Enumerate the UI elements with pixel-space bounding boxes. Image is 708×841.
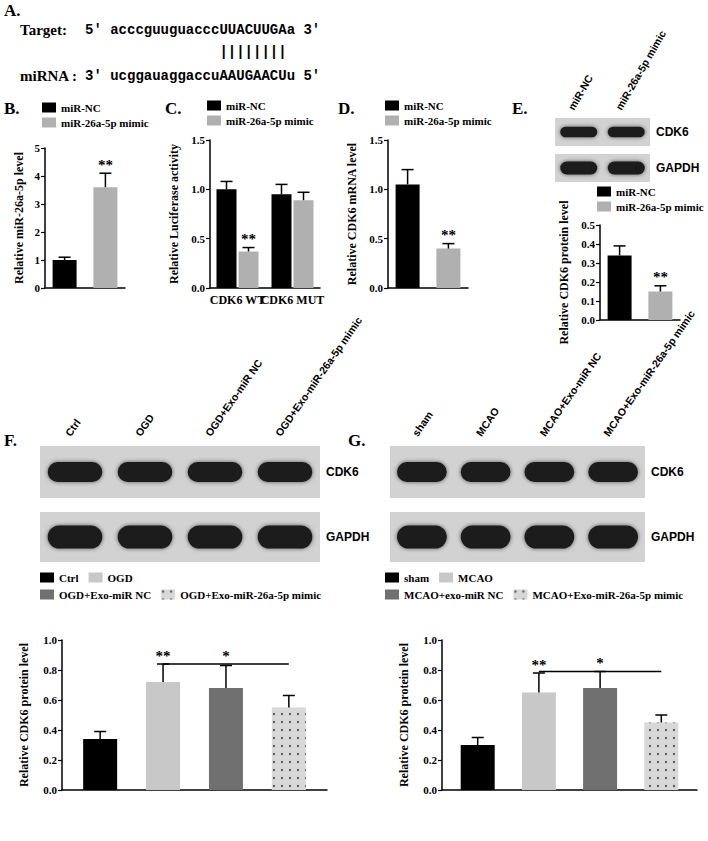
svg-text:0: 0 [35,282,41,294]
svg-text:1: 1 [35,254,41,266]
svg-text:0.2: 0.2 [581,276,595,288]
svg-text:GAPDH: GAPDH [326,530,369,544]
svg-text:1.5: 1.5 [191,134,205,146]
svg-text:miR-NC: miR-NC [404,100,444,112]
svg-text:G.: G. [348,431,365,450]
svg-text:0.6: 0.6 [43,694,57,706]
svg-text:MCAO+Exo-miR-26a-5p mimic: MCAO+Exo-miR-26a-5p mimic [532,589,683,601]
svg-text:OGD: OGD [108,572,133,584]
svg-text:Relative CDK6 protein level: Relative CDK6 protein level [557,200,571,345]
svg-text:0.5: 0.5 [191,233,205,245]
svg-text:0.2: 0.2 [423,754,437,766]
svg-text:Ctrl: Ctrl [63,417,83,439]
svg-text:A.: A. [4,1,21,20]
svg-text:0.6: 0.6 [423,694,437,706]
svg-text:0.1: 0.1 [581,295,595,307]
svg-text:miR-26a-5p mimic: miR-26a-5p mimic [404,115,492,127]
svg-text:miRNA :: miRNA : [20,68,77,84]
svg-text:miR-26a-5p mimic: miR-26a-5p mimic [61,117,149,129]
svg-text:2: 2 [35,226,41,238]
svg-text:3' ucggauaggaccuAAUGAACUu 5': 3' ucggauaggaccuAAUGAACUu 5' [85,68,320,84]
svg-text:Target:: Target: [20,22,67,38]
svg-text:**: ** [653,269,668,285]
svg-text:0.4: 0.4 [423,724,437,736]
svg-text:Relative CDK6 protein level: Relative CDK6 protein level [397,642,411,787]
svg-text:1.5: 1.5 [369,134,383,146]
svg-text:C.: C. [165,99,182,118]
svg-text:3: 3 [35,198,41,210]
svg-text:**: ** [241,231,256,247]
svg-text:D.: D. [338,99,355,118]
svg-text:MCAO: MCAO [458,572,493,584]
svg-text:0.0: 0.0 [581,314,595,326]
svg-text:miR-NC: miR-NC [61,102,101,114]
svg-text:MCAO: MCAO [473,405,501,438]
svg-text:*: * [596,655,604,671]
svg-text:CDK6 WT: CDK6 WT [210,293,265,307]
svg-text:1.0: 1.0 [43,634,57,646]
svg-text:CDK6: CDK6 [326,465,359,479]
svg-text:miR-NC: miR-NC [566,73,595,112]
svg-text:sham: sham [409,409,435,438]
svg-text:1.0: 1.0 [423,634,437,646]
svg-text:5: 5 [35,142,41,154]
svg-text:CDK6 MUT: CDK6 MUT [261,293,325,307]
svg-text:4: 4 [35,170,41,182]
svg-text:0.5: 0.5 [581,219,595,231]
svg-text:0.3: 0.3 [581,257,595,269]
svg-text:MCAO+exo-miR NC: MCAO+exo-miR NC [404,589,503,601]
svg-text:miR-26a-5p mimic: miR-26a-5p mimic [226,115,314,127]
svg-text:0.8: 0.8 [43,664,57,676]
svg-text:0.8: 0.8 [423,664,437,676]
svg-text:1.0: 1.0 [369,183,383,195]
svg-text:1.0: 1.0 [191,183,205,195]
svg-text:miR-26a-5p mimic: miR-26a-5p mimic [614,29,668,112]
svg-text:MCAO+Exo-miR NC: MCAO+Exo-miR NC [537,350,604,438]
svg-text:E.: E. [512,99,528,118]
svg-text:0.0: 0.0 [423,784,437,796]
svg-text:OGD+Exo-miR NC: OGD+Exo-miR NC [203,357,265,439]
svg-text:miR-NC: miR-NC [616,186,656,198]
svg-text:B.: B. [4,99,20,118]
svg-text:0.0: 0.0 [369,282,383,294]
svg-text:Ctrl: Ctrl [59,572,79,584]
svg-text:CDK6: CDK6 [651,465,684,479]
svg-text:OGD+Exo-miR NC: OGD+Exo-miR NC [59,589,151,601]
svg-text:0.4: 0.4 [581,238,595,250]
svg-text:OGD+Exo-miR-26a-5p mimic: OGD+Exo-miR-26a-5p mimic [273,314,365,438]
svg-text:**: ** [441,227,456,243]
svg-text:**: ** [98,157,113,173]
svg-text:OGD: OGD [133,411,157,438]
svg-text:Relative CDK6 protein level: Relative CDK6 protein level [17,642,31,787]
svg-text:miR-NC: miR-NC [226,100,266,112]
svg-text:0.4: 0.4 [43,724,57,736]
svg-text:sham: sham [404,572,429,584]
svg-text:*: * [222,648,230,664]
svg-text:CDK6: CDK6 [656,125,689,139]
svg-text:F.: F. [4,431,17,450]
svg-text:**: ** [531,657,546,673]
svg-text:0.2: 0.2 [43,754,57,766]
svg-text:GAPDH: GAPDH [656,161,699,175]
svg-text:5' acccguuguacccUUACUUGAa 3': 5' acccguuguacccUUACUUGAa 3' [85,22,320,38]
svg-text:OGD+Exo-miR-26a-5p mimic: OGD+Exo-miR-26a-5p mimic [180,589,321,601]
svg-text:MCAO+Exo-miR-26a-5p mimic: MCAO+Exo-miR-26a-5p mimic [601,308,697,439]
svg-text:Relative CDK6 mRNA level: Relative CDK6 mRNA level [345,142,359,285]
svg-text:0.0: 0.0 [191,282,205,294]
svg-text:0.0: 0.0 [43,784,57,796]
svg-text:||||||||: |||||||| [219,44,286,60]
svg-text:Relative Luciferase activity: Relative Luciferase activity [167,144,181,284]
svg-text:**: ** [156,648,171,664]
svg-text:Relative miR-26a-5p level: Relative miR-26a-5p level [12,151,26,284]
svg-text:0.5: 0.5 [369,233,383,245]
svg-text:miR-26a-5p mimic: miR-26a-5p mimic [616,201,704,213]
svg-text:GAPDH: GAPDH [651,530,694,544]
